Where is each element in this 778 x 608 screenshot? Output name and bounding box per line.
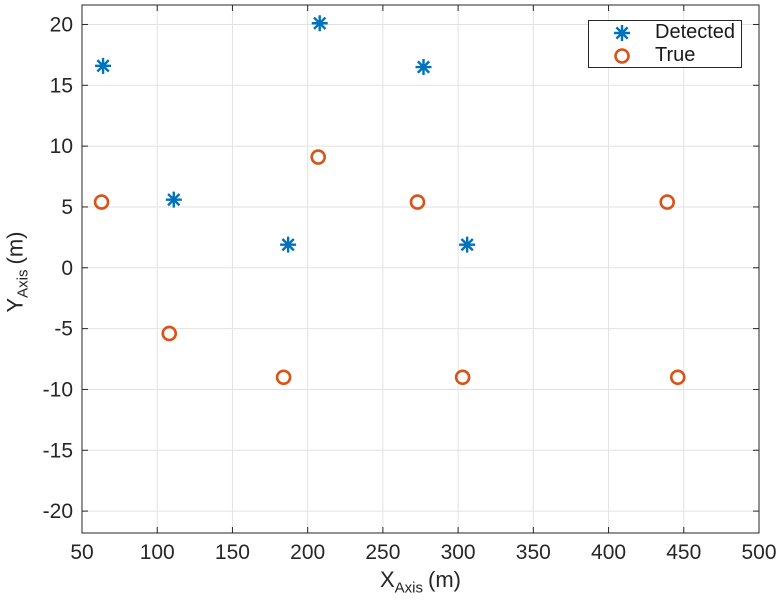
y-axis-label-main: Y [2,297,28,313]
detected-marker [459,236,476,253]
x-tick-label: 350 [516,541,551,564]
x-tick-label: 100 [140,541,175,564]
x-tick-label: 450 [666,541,701,564]
true-marker [93,194,110,210]
y-tick-label: 0 [61,257,73,280]
legend-circle-glyph [614,47,630,64]
x-tick-label: 200 [290,541,325,564]
detected-marker [280,236,297,253]
y-axis-label-sub: Axis [14,269,32,298]
y-axis-label: YAxis (m) [2,231,31,312]
x-axis-label-unit: (m) [428,567,461,592]
true-marker [310,149,326,165]
x-tick-label: 250 [365,541,400,564]
true-marker [409,194,426,210]
legend-item-true: True [589,44,741,67]
x-axis-label-sub: Axis [394,579,424,597]
detected-marker [95,57,112,74]
y-tick-label: 5 [61,196,73,219]
legend-label-true: True [655,44,696,66]
true-marker [669,369,686,386]
x-tick-label: 50 [70,541,93,564]
y-tick-label: -10 [43,378,73,401]
axes-box [81,4,760,534]
legend-item-detected: Detected [589,21,741,44]
x-tick-label: 500 [741,541,776,564]
true-marker [161,325,178,342]
y-tick-label: 10 [50,135,73,158]
y-tick-label: -15 [43,439,73,462]
circle-marker-icon [589,44,655,68]
x-axis-label: XAxis (m) [82,567,759,596]
legend-asterisk-glyph [614,24,630,41]
detected-marker [311,15,328,32]
x-tick-label: 150 [215,541,250,564]
legend-label-detected: Detected [655,21,736,43]
asterisk-marker-icon [589,21,655,45]
true-marker [659,194,676,210]
x-tick-label: 300 [441,541,476,564]
y-tick-label: 20 [50,13,73,36]
x-axis-label-main: X [379,567,395,592]
true-marker [454,369,471,386]
y-tick-label: 15 [50,74,73,97]
legend: Detected True [588,20,742,68]
detected-marker [415,59,432,76]
true-marker [275,369,292,386]
y-tick-label: -5 [54,318,73,341]
detected-marker [165,191,182,208]
y-axis-label-unit: (m) [2,231,28,265]
y-tick-label: -20 [43,500,73,523]
x-tick-label: 400 [591,541,626,564]
